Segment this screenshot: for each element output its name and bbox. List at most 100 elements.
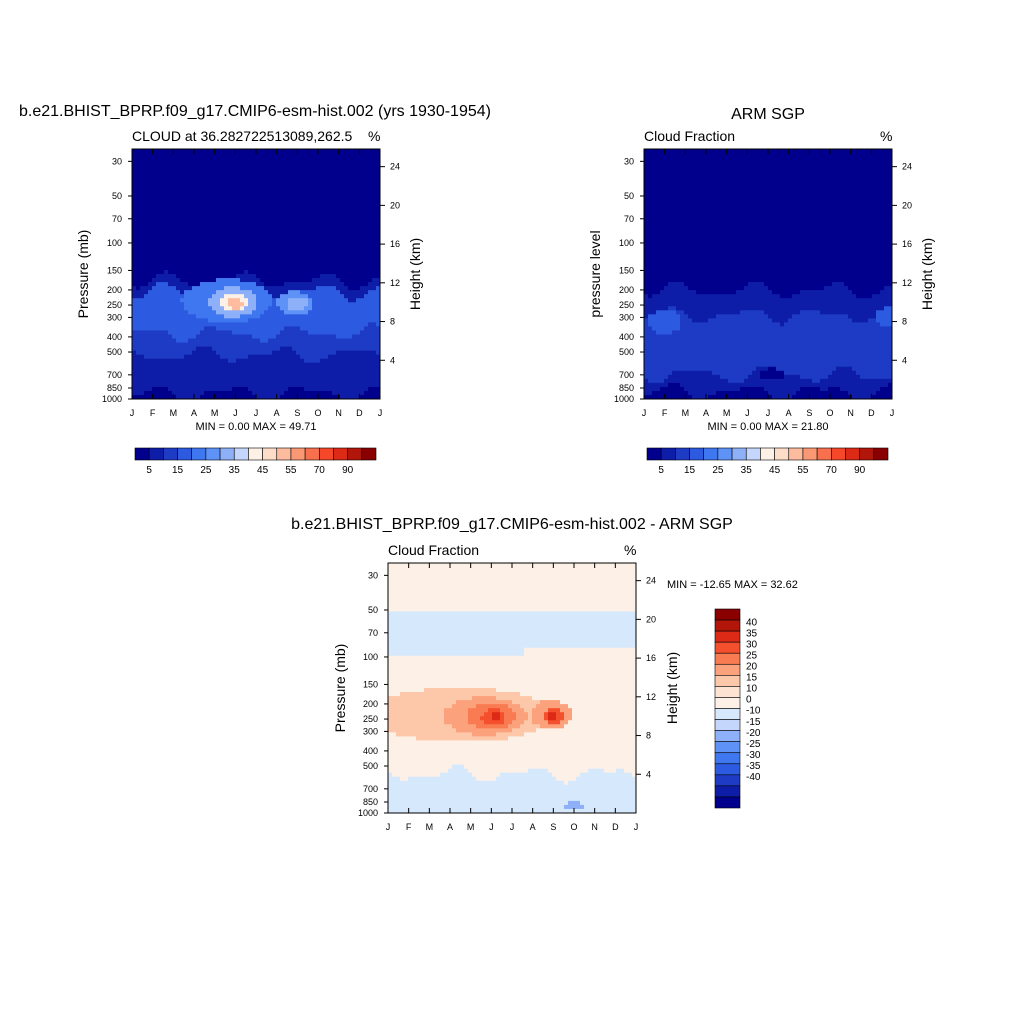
- field-cell: [140, 370, 145, 376]
- field-cell: [296, 165, 301, 170]
- field-cell: [316, 161, 321, 166]
- field-cell: [368, 169, 373, 174]
- field-cell: [676, 394, 681, 400]
- field-cell: [316, 225, 321, 231]
- field-cell: [356, 286, 361, 291]
- field-cell: [228, 173, 233, 178]
- field-cell: [340, 213, 345, 218]
- field-cell: [140, 334, 145, 339]
- field-cell: [672, 185, 677, 190]
- field-cell: [196, 318, 201, 323]
- field-cell: [352, 253, 357, 259]
- field-cell: [180, 354, 185, 360]
- field-cell: [172, 221, 177, 227]
- field-cell: [352, 278, 357, 283]
- field-cell: [228, 233, 233, 239]
- field-cell: [264, 274, 269, 279]
- field-cell: [316, 237, 321, 243]
- field-cell: [644, 169, 649, 174]
- field-cell: [308, 161, 313, 166]
- field-cell: [284, 229, 289, 235]
- field-cell: [664, 233, 669, 239]
- field-cell: [696, 241, 701, 247]
- field-cell: [308, 245, 313, 251]
- field-cell: [136, 334, 141, 339]
- field-cell: [260, 161, 265, 166]
- field-cell: [228, 165, 233, 170]
- field-cell: [224, 326, 229, 331]
- field-cell: [208, 342, 213, 347]
- field-cell: [668, 358, 673, 364]
- field-cell: [656, 330, 661, 335]
- field-cell: [192, 269, 197, 275]
- field-cell: [204, 173, 209, 178]
- field-cell: [212, 209, 217, 214]
- field-cell: [348, 193, 353, 198]
- field-cell: [272, 358, 277, 364]
- field-cell: [336, 282, 341, 287]
- field-cell: [272, 322, 277, 327]
- field-cell: [260, 217, 265, 222]
- field-cell: [280, 302, 285, 307]
- field-cell: [700, 310, 705, 315]
- field-cell: [148, 286, 153, 291]
- field-cell: [300, 278, 305, 283]
- field-cell: [680, 225, 685, 231]
- field-cell: [260, 193, 265, 198]
- field-cell: [664, 257, 669, 263]
- field-cell: [688, 342, 693, 347]
- field-cell: [360, 350, 365, 356]
- field-cell: [264, 394, 269, 400]
- field-cell: [696, 294, 701, 299]
- field-cell: [308, 318, 313, 323]
- field-cell: [144, 330, 149, 335]
- field-cell: [288, 306, 293, 311]
- field-cell: [256, 394, 261, 400]
- field-cell: [292, 205, 297, 210]
- field-cell: [696, 330, 701, 335]
- field-cell: [156, 334, 161, 339]
- field-cell: [200, 394, 205, 400]
- field-cell: [248, 217, 253, 222]
- field-cell: [168, 294, 173, 299]
- field-cell: [700, 290, 705, 295]
- field-cell: [680, 193, 685, 198]
- field-cell: [352, 314, 357, 319]
- field-cell: [368, 366, 373, 372]
- field-cell: [692, 149, 697, 154]
- field-cell: [188, 269, 193, 275]
- field-cell: [248, 334, 253, 339]
- field-cell: [296, 261, 301, 267]
- field-cell: [164, 326, 169, 331]
- field-cell: [668, 257, 673, 263]
- field-cell: [660, 322, 665, 327]
- field-cell: [280, 193, 285, 198]
- field-cell: [308, 233, 313, 239]
- field-cell: [364, 366, 369, 372]
- field-cell: [280, 326, 285, 331]
- field-cell: [260, 302, 265, 307]
- field-cell: [208, 165, 213, 170]
- field-cell: [376, 201, 381, 206]
- field-cell: [680, 201, 685, 206]
- field-cell: [336, 269, 341, 275]
- field-cell: [220, 366, 225, 372]
- field-cell: [236, 269, 241, 275]
- field-cell: [280, 314, 285, 319]
- field-cell: [252, 185, 257, 190]
- field-cell: [212, 153, 217, 158]
- field-cell: [260, 249, 265, 255]
- field-cell: [232, 205, 237, 210]
- field-cell: [296, 302, 301, 307]
- field-cell: [652, 233, 657, 239]
- field-cell: [152, 189, 157, 194]
- field-cell: [216, 350, 221, 356]
- field-cell: [656, 149, 661, 154]
- field-cell: [212, 229, 217, 235]
- field-cell: [660, 161, 665, 166]
- field-cell: [704, 153, 709, 158]
- field-cell: [212, 310, 217, 315]
- field-cell: [164, 221, 169, 227]
- field-cell: [316, 370, 321, 376]
- field-cell: [188, 314, 193, 319]
